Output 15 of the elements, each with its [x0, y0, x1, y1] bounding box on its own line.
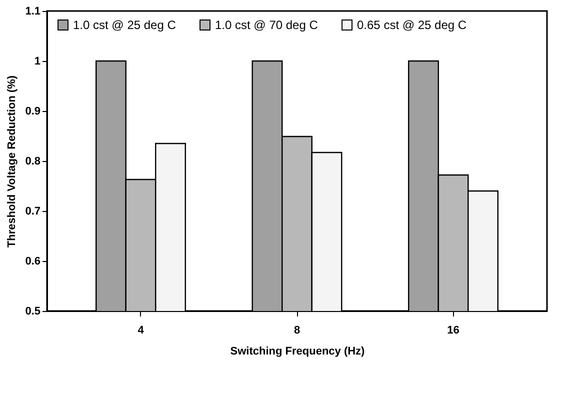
legend-label: 1.0 cst @ 70 deg C [215, 18, 318, 32]
y-tick-label: 0.7 [25, 206, 40, 218]
legend-label: 0.65 cst @ 25 deg C [357, 18, 467, 32]
y-tick-label: 1 [34, 56, 40, 68]
y-tick-label: 0.5 [25, 306, 40, 318]
y-axis-title: Threshold Voltage Reduction (%) [6, 75, 18, 248]
y-tick-label: 0.8 [25, 156, 40, 168]
y-tick-label: 0.6 [25, 256, 40, 268]
x-tick-label: 8 [294, 324, 300, 336]
x-axis-title: Switching Frequency (Hz) [230, 346, 366, 358]
y-tick-label: 1.1 [25, 6, 40, 18]
x-tick-label: 16 [447, 324, 460, 336]
y-tick-label: 0.9 [25, 106, 40, 118]
x-tick-label: 4 [138, 324, 145, 336]
legend-label: 1.0 cst @ 25 deg C [73, 18, 176, 32]
